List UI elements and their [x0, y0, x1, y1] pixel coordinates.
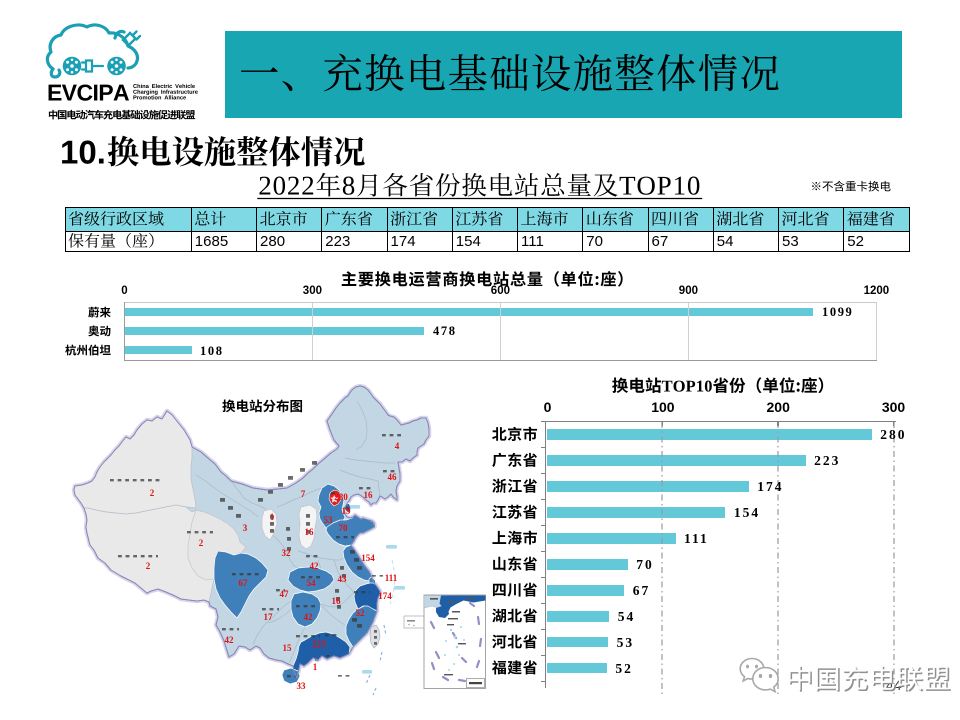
svg-text:32: 32 [282, 548, 292, 558]
svg-text:7: 7 [301, 489, 306, 499]
svg-text:42: 42 [310, 561, 320, 571]
svg-text:16: 16 [305, 527, 315, 537]
svg-text:2: 2 [150, 488, 155, 498]
svg-text:3: 3 [243, 523, 248, 533]
svg-text:46: 46 [388, 472, 398, 482]
svg-text:223: 223 [312, 639, 326, 649]
svg-text:280: 280 [334, 492, 348, 502]
svg-text:2: 2 [199, 538, 204, 548]
svg-text:42: 42 [225, 635, 235, 645]
svg-text:19: 19 [342, 506, 352, 516]
svg-text:54: 54 [307, 578, 317, 588]
svg-text:47: 47 [280, 589, 290, 599]
svg-text:15: 15 [283, 643, 293, 653]
svg-text:154: 154 [361, 553, 375, 563]
svg-text:70: 70 [339, 523, 349, 533]
svg-text:43: 43 [338, 574, 348, 584]
svg-text:4: 4 [395, 441, 400, 451]
svg-text:2: 2 [146, 561, 151, 571]
svg-text:42: 42 [304, 612, 314, 622]
svg-text:174: 174 [378, 591, 392, 601]
svg-text:1: 1 [270, 512, 275, 522]
svg-text:16: 16 [332, 596, 342, 606]
svg-text:67: 67 [239, 578, 249, 588]
svg-text:53: 53 [324, 515, 334, 525]
svg-text:33: 33 [297, 681, 307, 691]
svg-text:17: 17 [264, 612, 274, 622]
svg-text:1: 1 [313, 662, 318, 672]
svg-text:16: 16 [364, 490, 374, 500]
svg-text:111: 111 [385, 573, 398, 583]
svg-text:52: 52 [356, 608, 366, 618]
